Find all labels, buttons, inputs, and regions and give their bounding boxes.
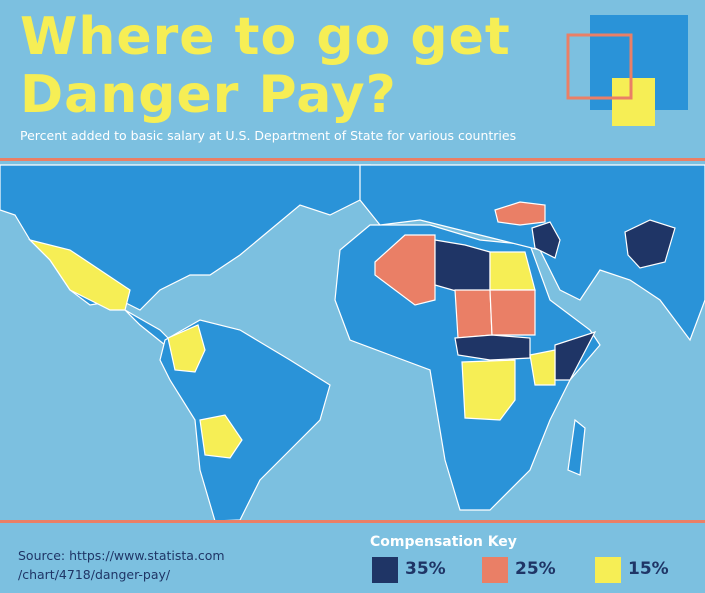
source: /chart/4718/danger-pay/ — [18, 567, 171, 582]
eurasia — [359, 164, 705, 342]
country — [531, 221, 561, 259]
country — [489, 289, 536, 336]
logo — [566, 15, 688, 126]
divider — [0, 158, 705, 161]
title: Where to go get Danger Pay? — [20, 7, 511, 125]
key-label: 35% — [405, 559, 446, 579]
key-label: 25% — [515, 559, 556, 579]
country — [529, 349, 556, 386]
country — [28, 238, 131, 311]
source: Source: https://www.statista.com — [18, 548, 225, 563]
key-swatch — [482, 557, 508, 583]
divider — [0, 520, 705, 523]
country — [461, 359, 516, 421]
key-title: Compensation Key — [370, 534, 517, 550]
country — [494, 201, 546, 226]
key-swatch — [595, 557, 621, 583]
country — [167, 324, 206, 373]
country — [199, 414, 243, 459]
country — [454, 289, 493, 339]
key-label: 15% — [628, 559, 669, 579]
country — [374, 234, 436, 306]
south-america — [159, 319, 331, 521]
north-america — [0, 164, 371, 311]
subtitle: Percent added to basic salary at U.S. De… — [20, 128, 517, 143]
key-swatch — [372, 557, 398, 583]
madagascar — [567, 418, 586, 476]
country — [624, 219, 676, 269]
country — [454, 334, 531, 361]
world-map — [0, 164, 705, 521]
